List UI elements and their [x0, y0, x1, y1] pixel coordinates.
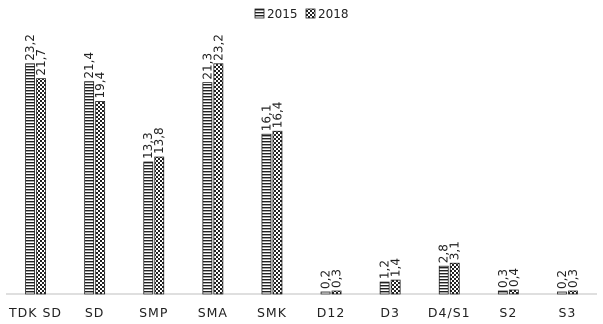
bar-2015-s3: [557, 291, 567, 295]
category-label-d12: D12: [317, 305, 346, 320]
bar-2015-s2: [497, 290, 508, 295]
value-label-2015-d3: 1,2: [378, 260, 392, 279]
bar-2018-sma: [213, 63, 224, 295]
value-label-2018-s2: 0,4: [507, 268, 521, 287]
value-label-2015-sma: 21,3: [200, 53, 214, 80]
value-labels-group: 23,221,7 21,419,413,313,821,323,216,116,4…: [23, 34, 580, 289]
bar-2018-smp: [154, 156, 165, 295]
value-label-2015-tdksd: 23,2: [23, 34, 37, 61]
value-label-2018-d12: 0,3: [330, 269, 344, 288]
value-label-2018-d3: 1,4: [389, 258, 403, 277]
category-label-sd: SD: [85, 305, 105, 320]
legend-label-2018: 2018: [318, 7, 349, 21]
legend-swatch-2015: [254, 8, 265, 19]
legend-swatch-2018: [305, 8, 316, 19]
bar-2018-s2: [508, 289, 519, 295]
value-label-2015-sd: 21,4: [82, 52, 96, 79]
value-label-2018-sd: 19,4: [93, 72, 107, 99]
value-label-2018-tdksd: 21,7: [34, 49, 48, 76]
bar-2018-s3: [568, 290, 578, 295]
legend-item-2015: 2015: [254, 7, 298, 21]
value-label-2015-d12: 0,2: [319, 270, 333, 289]
value-label-2015-smp: 13,3: [141, 132, 155, 159]
category-label-sma: SMA: [198, 305, 228, 320]
bar-2015-smk: [261, 133, 272, 295]
legend: 2015 2018: [254, 7, 349, 21]
value-label-2018-smk: 16,4: [270, 102, 284, 129]
bars-group: [25, 63, 578, 295]
value-label-2015-smk: 16,1: [259, 105, 273, 132]
bar-2015-tdksd: [25, 63, 35, 295]
value-label-2015-s3: 0,2: [555, 270, 569, 289]
bar-2015-smp: [143, 161, 154, 295]
category-label-tdksd: TDK SD: [8, 305, 62, 320]
category-label-d3: D3: [380, 305, 400, 320]
category-label-smp: SMP: [139, 305, 168, 320]
category-label-d4s1: D4/S1: [428, 305, 471, 320]
category-label-s3: S3: [559, 305, 577, 320]
bar-2018-d12: [331, 290, 342, 295]
value-label-2018-s3: 0,3: [566, 269, 580, 288]
bar-2018-d3: [390, 279, 401, 295]
bar-2015-sma: [202, 82, 213, 295]
category-label-s2: S2: [499, 305, 517, 320]
bar-2018-d4s1: [449, 262, 460, 295]
bar-2018-tdksd: [36, 78, 46, 295]
bar-2018-sd: [95, 101, 106, 295]
value-label-2018-sma: 23,2: [211, 34, 225, 61]
value-label-2015-s2: 0,3: [496, 269, 510, 288]
bar-2018-smk: [272, 130, 283, 295]
value-label-2018-smp: 13,8: [152, 127, 166, 154]
category-labels-group: TDK SD SD SMP SMA SMK D12 D3 D4/S1 S2 S3: [8, 305, 577, 320]
value-label-2015-d4s1: 2,8: [437, 244, 451, 263]
value-label-2018-d4s1: 3,1: [448, 241, 462, 260]
bar-2015-d4s1: [438, 265, 449, 295]
bar-2015-d12: [320, 291, 331, 295]
bar-2015-d3: [379, 281, 390, 295]
category-label-smk: SMK: [257, 305, 287, 320]
legend-item-2018: 2018: [305, 7, 349, 21]
bar-2015-sd: [84, 81, 95, 295]
legend-label-2015: 2015: [267, 7, 298, 21]
